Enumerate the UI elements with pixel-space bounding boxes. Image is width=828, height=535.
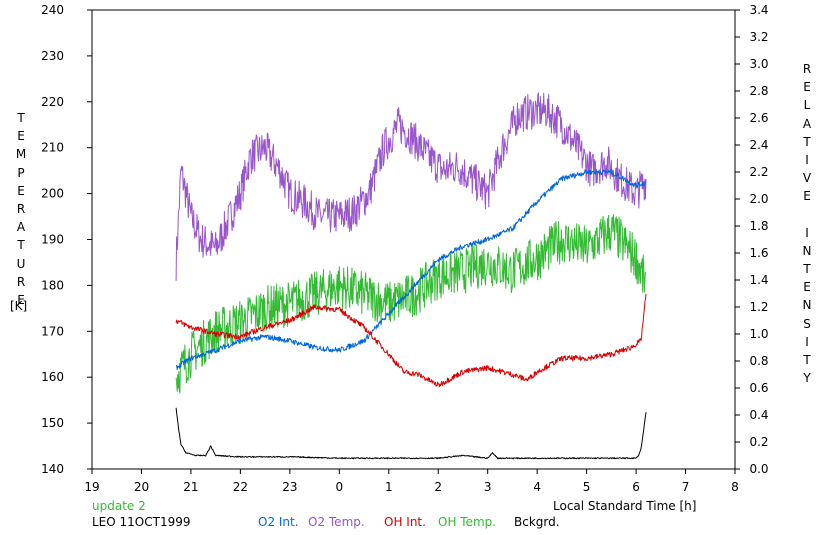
- series-line-o2-temp: [175, 92, 647, 281]
- axis-label-letter: I: [805, 334, 809, 349]
- series-line-oh-int: [175, 293, 647, 388]
- left-tick-label: 170: [41, 324, 64, 338]
- axis-label-letter: T: [17, 238, 25, 253]
- x-tick-label: 6: [632, 480, 640, 494]
- left-tick-label: 230: [41, 49, 64, 63]
- left-tick-label: 200: [41, 187, 64, 201]
- left-axis-unit: [K]: [10, 299, 28, 313]
- x-tick-label: 0: [335, 480, 343, 494]
- axis-label-letter: N: [802, 243, 812, 258]
- axis-label-letter: N: [802, 298, 812, 313]
- right-tick-label: 0.0: [749, 462, 768, 476]
- axis-label-letter: E: [17, 292, 25, 307]
- left-tick-label: 210: [41, 141, 64, 155]
- axis-label-letter: M: [15, 147, 27, 162]
- left-tick-label: 140: [41, 462, 64, 476]
- right-tick-label: 0.2: [749, 435, 768, 449]
- right-tick-label: 1.2: [749, 300, 768, 314]
- axis-label-letter: A: [802, 116, 812, 131]
- x-tick-label: 7: [682, 480, 690, 494]
- x-tick-label: 3: [484, 480, 492, 494]
- axis-label-letter: E: [803, 280, 811, 295]
- axis-label-letter: S: [803, 316, 811, 331]
- right-tick-label: 2.8: [749, 84, 768, 98]
- axis-label-letter: T: [17, 111, 25, 125]
- station-label: LEO 11OCT1999: [92, 515, 191, 529]
- right-tick-label: 2.4: [749, 138, 768, 152]
- series-line-bckgrd: [175, 407, 647, 460]
- right-tick-label: 0.4: [749, 408, 768, 422]
- right-tick-label: 1.6: [749, 246, 768, 260]
- axis-label-letter: U: [16, 256, 26, 271]
- axis-label-letter: I: [805, 152, 809, 167]
- right-tick-label: 2.2: [749, 165, 768, 179]
- axis-label-letter: E: [17, 129, 25, 144]
- right-tick-label: 2.6: [749, 111, 768, 125]
- axis-label-letter: A: [16, 220, 26, 235]
- update-note: update 2: [92, 499, 146, 513]
- axis-label-letter: E: [803, 189, 811, 204]
- axis-label-letter: E: [17, 183, 25, 198]
- axis-label-letter: [800, 206, 814, 224]
- right-tick-label: 3.0: [749, 57, 768, 71]
- right-tick-label: 1.4: [749, 273, 768, 287]
- left-tick-label: 220: [41, 95, 64, 109]
- x-tick-label: 1: [385, 480, 393, 494]
- axis-label-letter: V: [802, 171, 812, 186]
- x-tick-label: 2: [434, 480, 442, 494]
- right-tick-label: 2.0: [749, 192, 768, 206]
- left-tick-label: 150: [41, 416, 64, 430]
- x-tick-label: 19: [84, 480, 99, 494]
- x-tick-label: 5: [583, 480, 591, 494]
- axis-label-letter: E: [803, 80, 811, 95]
- legend-o2-temp: O2 Temp.: [308, 515, 365, 529]
- right-tick-label: 0.8: [749, 354, 768, 368]
- right-tick-label: 3.4: [749, 3, 768, 17]
- axis-label-letter: R: [16, 201, 26, 216]
- x-tick-label: 20: [134, 480, 149, 494]
- right-tick-label: 1.0: [749, 327, 768, 341]
- x-axis-label: Local Standard Time [h]: [553, 499, 697, 513]
- x-tick-label: 22: [233, 480, 248, 494]
- axis-label-letter: T: [803, 134, 811, 149]
- x-tick-label: 4: [533, 480, 541, 494]
- axis-label-letter: P: [17, 165, 25, 180]
- series-line-oh-temp: [175, 214, 647, 394]
- axis-label-letter: R: [802, 62, 812, 76]
- legend-oh-int: OH Int.: [384, 515, 426, 529]
- left-tick-label: 190: [41, 233, 64, 247]
- x-tick-label: 23: [282, 480, 297, 494]
- left-axis-ticks: 140 150 160 170 180 190 200 210 220 230 240: [41, 3, 92, 476]
- x-tick-label: 8: [731, 480, 739, 494]
- series-line-o2-int: [175, 169, 647, 371]
- axis-label-letter: T: [803, 262, 811, 277]
- left-tick-label: 180: [41, 278, 64, 292]
- right-tick-label: 1.8: [749, 219, 768, 233]
- axis-label-letter: T: [803, 353, 811, 367]
- right-tick-label: 3.2: [749, 30, 768, 44]
- axis-label-letter: Y: [803, 371, 811, 386]
- legend-o2-int: O2 Int.: [258, 515, 299, 529]
- right-tick-label: 0.6: [749, 381, 768, 395]
- axis-label-letter: R: [16, 274, 26, 289]
- series-layer: [175, 92, 647, 460]
- left-tick-label: 240: [41, 3, 64, 17]
- left-tick-label: 160: [41, 370, 64, 384]
- axis-label-letter: I: [805, 225, 809, 240]
- legend-oh-temp: OH Temp.: [438, 515, 497, 529]
- right-axis-ticks: 0.0 0.2 0.4 0.6 0.8 1.0 1.2 1.4 1.6 1.8 2.0 2.2 2.4 2…: [735, 3, 769, 476]
- legend-bckgrd: Bckgrd.: [514, 515, 560, 529]
- x-axis-ticks: 19 20 21 22 23 0 1 2 3 4 5 6 7 8: [84, 469, 739, 494]
- axis-label-letter: L: [803, 98, 811, 113]
- x-tick-label: 21: [183, 480, 198, 494]
- plot-area-frame: [91, 9, 736, 470]
